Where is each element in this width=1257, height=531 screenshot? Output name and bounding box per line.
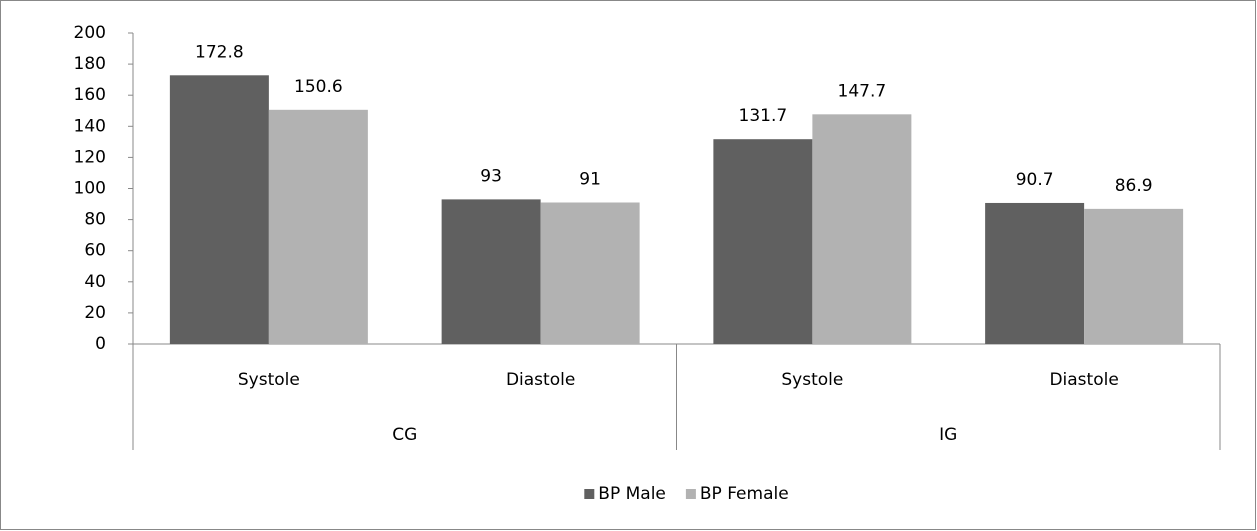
legend-swatch	[584, 489, 595, 499]
y-tick-label: 160	[74, 85, 106, 105]
data-label: 93	[480, 166, 502, 186]
data-label: 172.8	[195, 42, 244, 62]
data-label: 150.6	[294, 77, 343, 97]
y-tick-label: 200	[74, 23, 106, 43]
data-label: 90.7	[1016, 170, 1054, 190]
bar	[441, 199, 541, 344]
x-tick-label: Diastole	[1049, 370, 1118, 390]
group-label: IG	[939, 425, 957, 445]
data-label: 91	[579, 169, 601, 189]
bar	[268, 109, 368, 344]
legend-swatch	[685, 489, 696, 499]
bar	[713, 139, 813, 344]
x-tick-label: Systole	[781, 370, 843, 390]
data-label: 131.7	[739, 106, 788, 126]
y-tick-label: 60	[84, 241, 106, 261]
group-label: CG	[392, 425, 417, 445]
y-tick-label: 100	[74, 179, 106, 199]
x-tick-label: Systole	[238, 370, 300, 390]
bar	[1084, 208, 1184, 344]
y-tick-label: 120	[74, 147, 106, 167]
y-tick-label: 140	[74, 116, 106, 136]
bar	[169, 75, 269, 345]
x-tick-label: Diastole	[506, 370, 575, 390]
y-tick-label: 20	[84, 303, 106, 323]
y-tick-label: 0	[95, 334, 106, 354]
y-tick-label: 40	[84, 272, 106, 292]
legend-label: BP Male	[598, 484, 666, 504]
bar	[985, 202, 1085, 344]
legend-label: BP Female	[700, 484, 789, 504]
bar	[812, 114, 912, 344]
data-label: 86.9	[1115, 176, 1153, 196]
y-tick-label: 80	[84, 210, 106, 230]
y-tick-label: 180	[74, 54, 106, 74]
bar	[540, 202, 640, 344]
data-label: 147.7	[838, 81, 887, 101]
